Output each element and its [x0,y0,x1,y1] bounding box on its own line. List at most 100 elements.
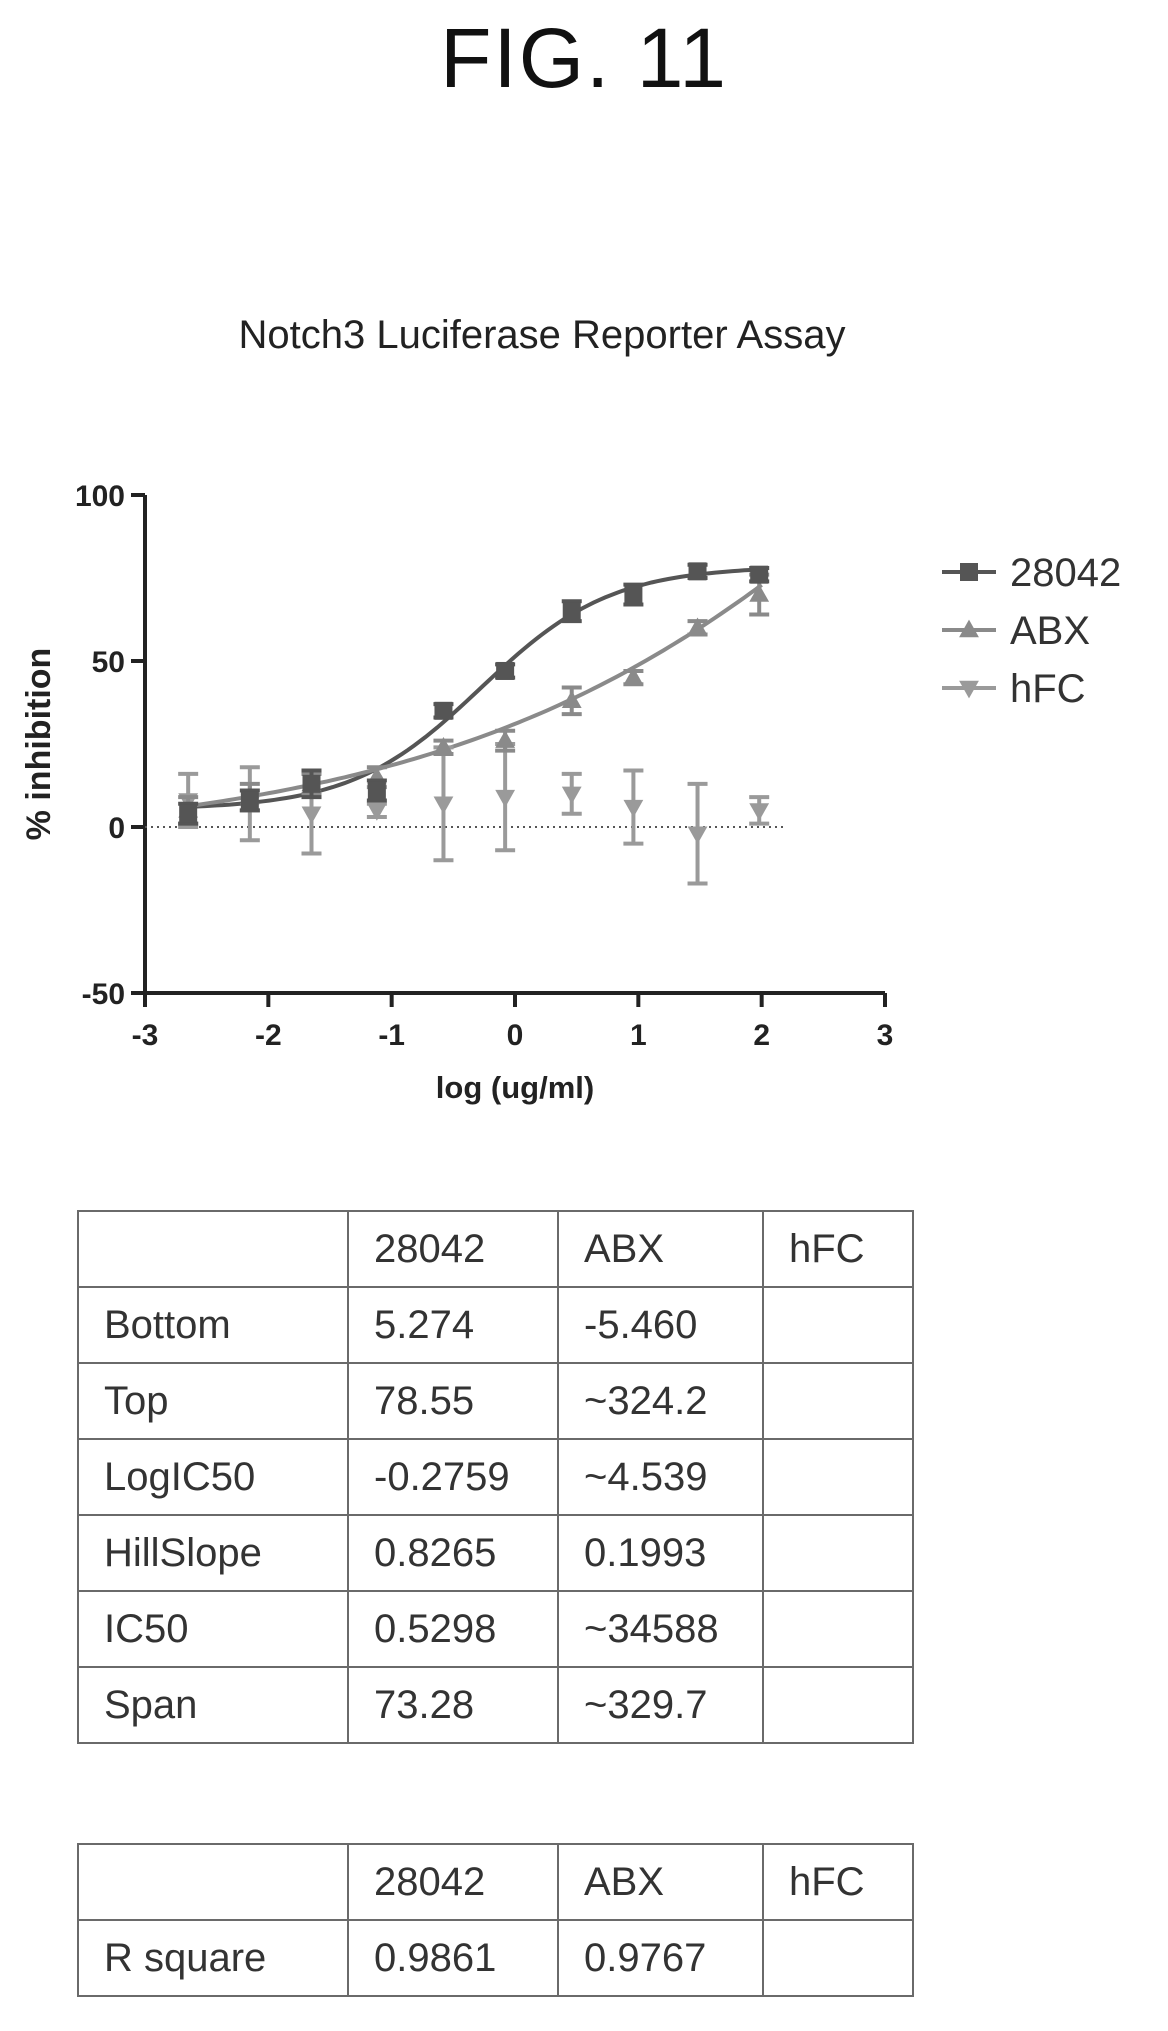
params-header-row: 28042 ABX hFC [77,1210,914,1288]
x-tick-label: 0 [507,1019,524,1052]
data-point-hFC [366,801,387,821]
data-point-ABX [623,667,644,687]
data-point-ABX [433,736,454,756]
axes: -50 0 50 100 -3 -2 -1 0 1 2 3 [75,480,893,1052]
data-point-hFC [623,768,644,846]
params-cell: -5.460 [557,1286,764,1364]
data-point-28042 [366,778,387,803]
x-axis-label: log (ug/ml) [436,1070,594,1105]
data-point-ABX [687,617,708,637]
params-row: Bottom 5.274 -5.460 [77,1286,914,1364]
r-square-table: 28042 ABX hFC R square 0.9861 0.9767 [77,1843,914,1997]
data-point-hFC [433,745,454,863]
params-cell: ~34588 [557,1590,764,1668]
params-cell: HillSlope [77,1514,349,1592]
x-tick-label: 3 [877,1019,894,1052]
plot-area [145,562,786,886]
marker-triangle-up [623,667,644,685]
rsq-header-row: 28042 ABX hFC [77,1843,914,1921]
marker-square [179,804,198,823]
x-tick-label: -1 [378,1019,405,1052]
marker-triangle-down [433,796,454,815]
params-cell: IC50 [77,1590,349,1668]
data-point-hFC [561,771,582,816]
params-cell [762,1666,914,1744]
marker-triangle-down [366,803,387,821]
marker-triangle-down [687,826,708,844]
rsq-cell: hFC [762,1843,914,1921]
marker-triangle-down [561,786,582,805]
marker-square [240,791,259,810]
rsq-cell: 28042 [347,1843,559,1921]
params-cell: -0.2759 [347,1438,559,1516]
marker-square [562,602,581,621]
data-point-28042 [239,788,260,813]
data-point-28042 [687,562,708,581]
params-cell: ABX [557,1210,764,1288]
x-tick-label: 1 [630,1019,647,1052]
data-point-ABX [495,728,516,753]
chart: Notch3 Luciferase Reporter Assay -50 0 50 1… [20,313,1121,1105]
y-axis-label: % inhibition [20,648,58,841]
marker-square [496,661,515,680]
y-tick-label: 50 [92,646,125,679]
marker-square [302,774,321,793]
x-tick-label: -2 [255,1019,282,1052]
params-cell: hFC [762,1210,914,1288]
marker-triangle-up [495,730,516,748]
fit-curve-ABX [181,583,763,809]
y-tick-label: 100 [75,480,125,513]
rsq-cell: R square [77,1919,349,1997]
data-point-28042 [301,768,322,800]
marker-triangle-down [495,789,516,808]
marker-square [750,565,769,584]
legend-label: ABX [1010,609,1090,653]
marker-square [624,585,643,604]
marker-triangle-up [561,690,582,709]
params-cell [762,1514,914,1592]
data-point-hFC [749,795,770,826]
params-cell: ~4.539 [557,1438,764,1516]
params-cell [762,1362,914,1440]
y-tick-label: 0 [108,812,125,845]
params-cell: LogIC50 [77,1438,349,1516]
x-tick-label: -3 [132,1019,159,1052]
legend: 28042 ABX hFC [942,551,1121,711]
params-cell: Top [77,1362,349,1440]
params-cell: Bottom [77,1286,349,1364]
legend-marker [959,619,979,638]
params-cell: ~324.2 [557,1362,764,1440]
data-point-28042 [495,661,516,680]
marker-triangle-down [623,799,644,818]
rsq-cell: 0.9861 [347,1919,559,1997]
legend-item-hFC: hFC [942,667,1086,711]
params-cell: 0.8265 [347,1514,559,1592]
data-point-28042 [749,565,770,584]
params-cell: Span [77,1666,349,1744]
marker-triangle-up [687,617,708,635]
params-cell [762,1590,914,1668]
legend-item-28042: 28042 [942,551,1121,595]
params-cell [762,1286,914,1364]
rsq-cell [77,1843,349,1921]
data-point-hFC [687,781,708,886]
rsq-cell: ABX [557,1843,764,1921]
params-cell: 73.28 [347,1666,559,1744]
rsq-row: R square 0.9861 0.9767 [77,1919,914,1997]
marker-triangle-down [301,806,322,825]
legend-marker [959,680,979,699]
chart-title: Notch3 Luciferase Reporter Assay [239,313,846,357]
params-cell: ~329.7 [557,1666,764,1744]
legend-label: hFC [1010,667,1086,711]
legend-label: 28042 [1010,551,1121,595]
params-cell: 28042 [347,1210,559,1288]
data-point-28042 [433,701,454,720]
legend-item-ABX: ABX [942,609,1090,653]
data-point-28042 [561,599,582,624]
params-cell: 0.1993 [557,1514,764,1592]
y-tick-label: -50 [82,978,125,1011]
data-point-hFC [495,742,516,853]
params-row: IC50 0.5298 ~34588 [77,1590,914,1668]
marker-square [688,562,707,581]
data-point-ABX [561,685,582,717]
